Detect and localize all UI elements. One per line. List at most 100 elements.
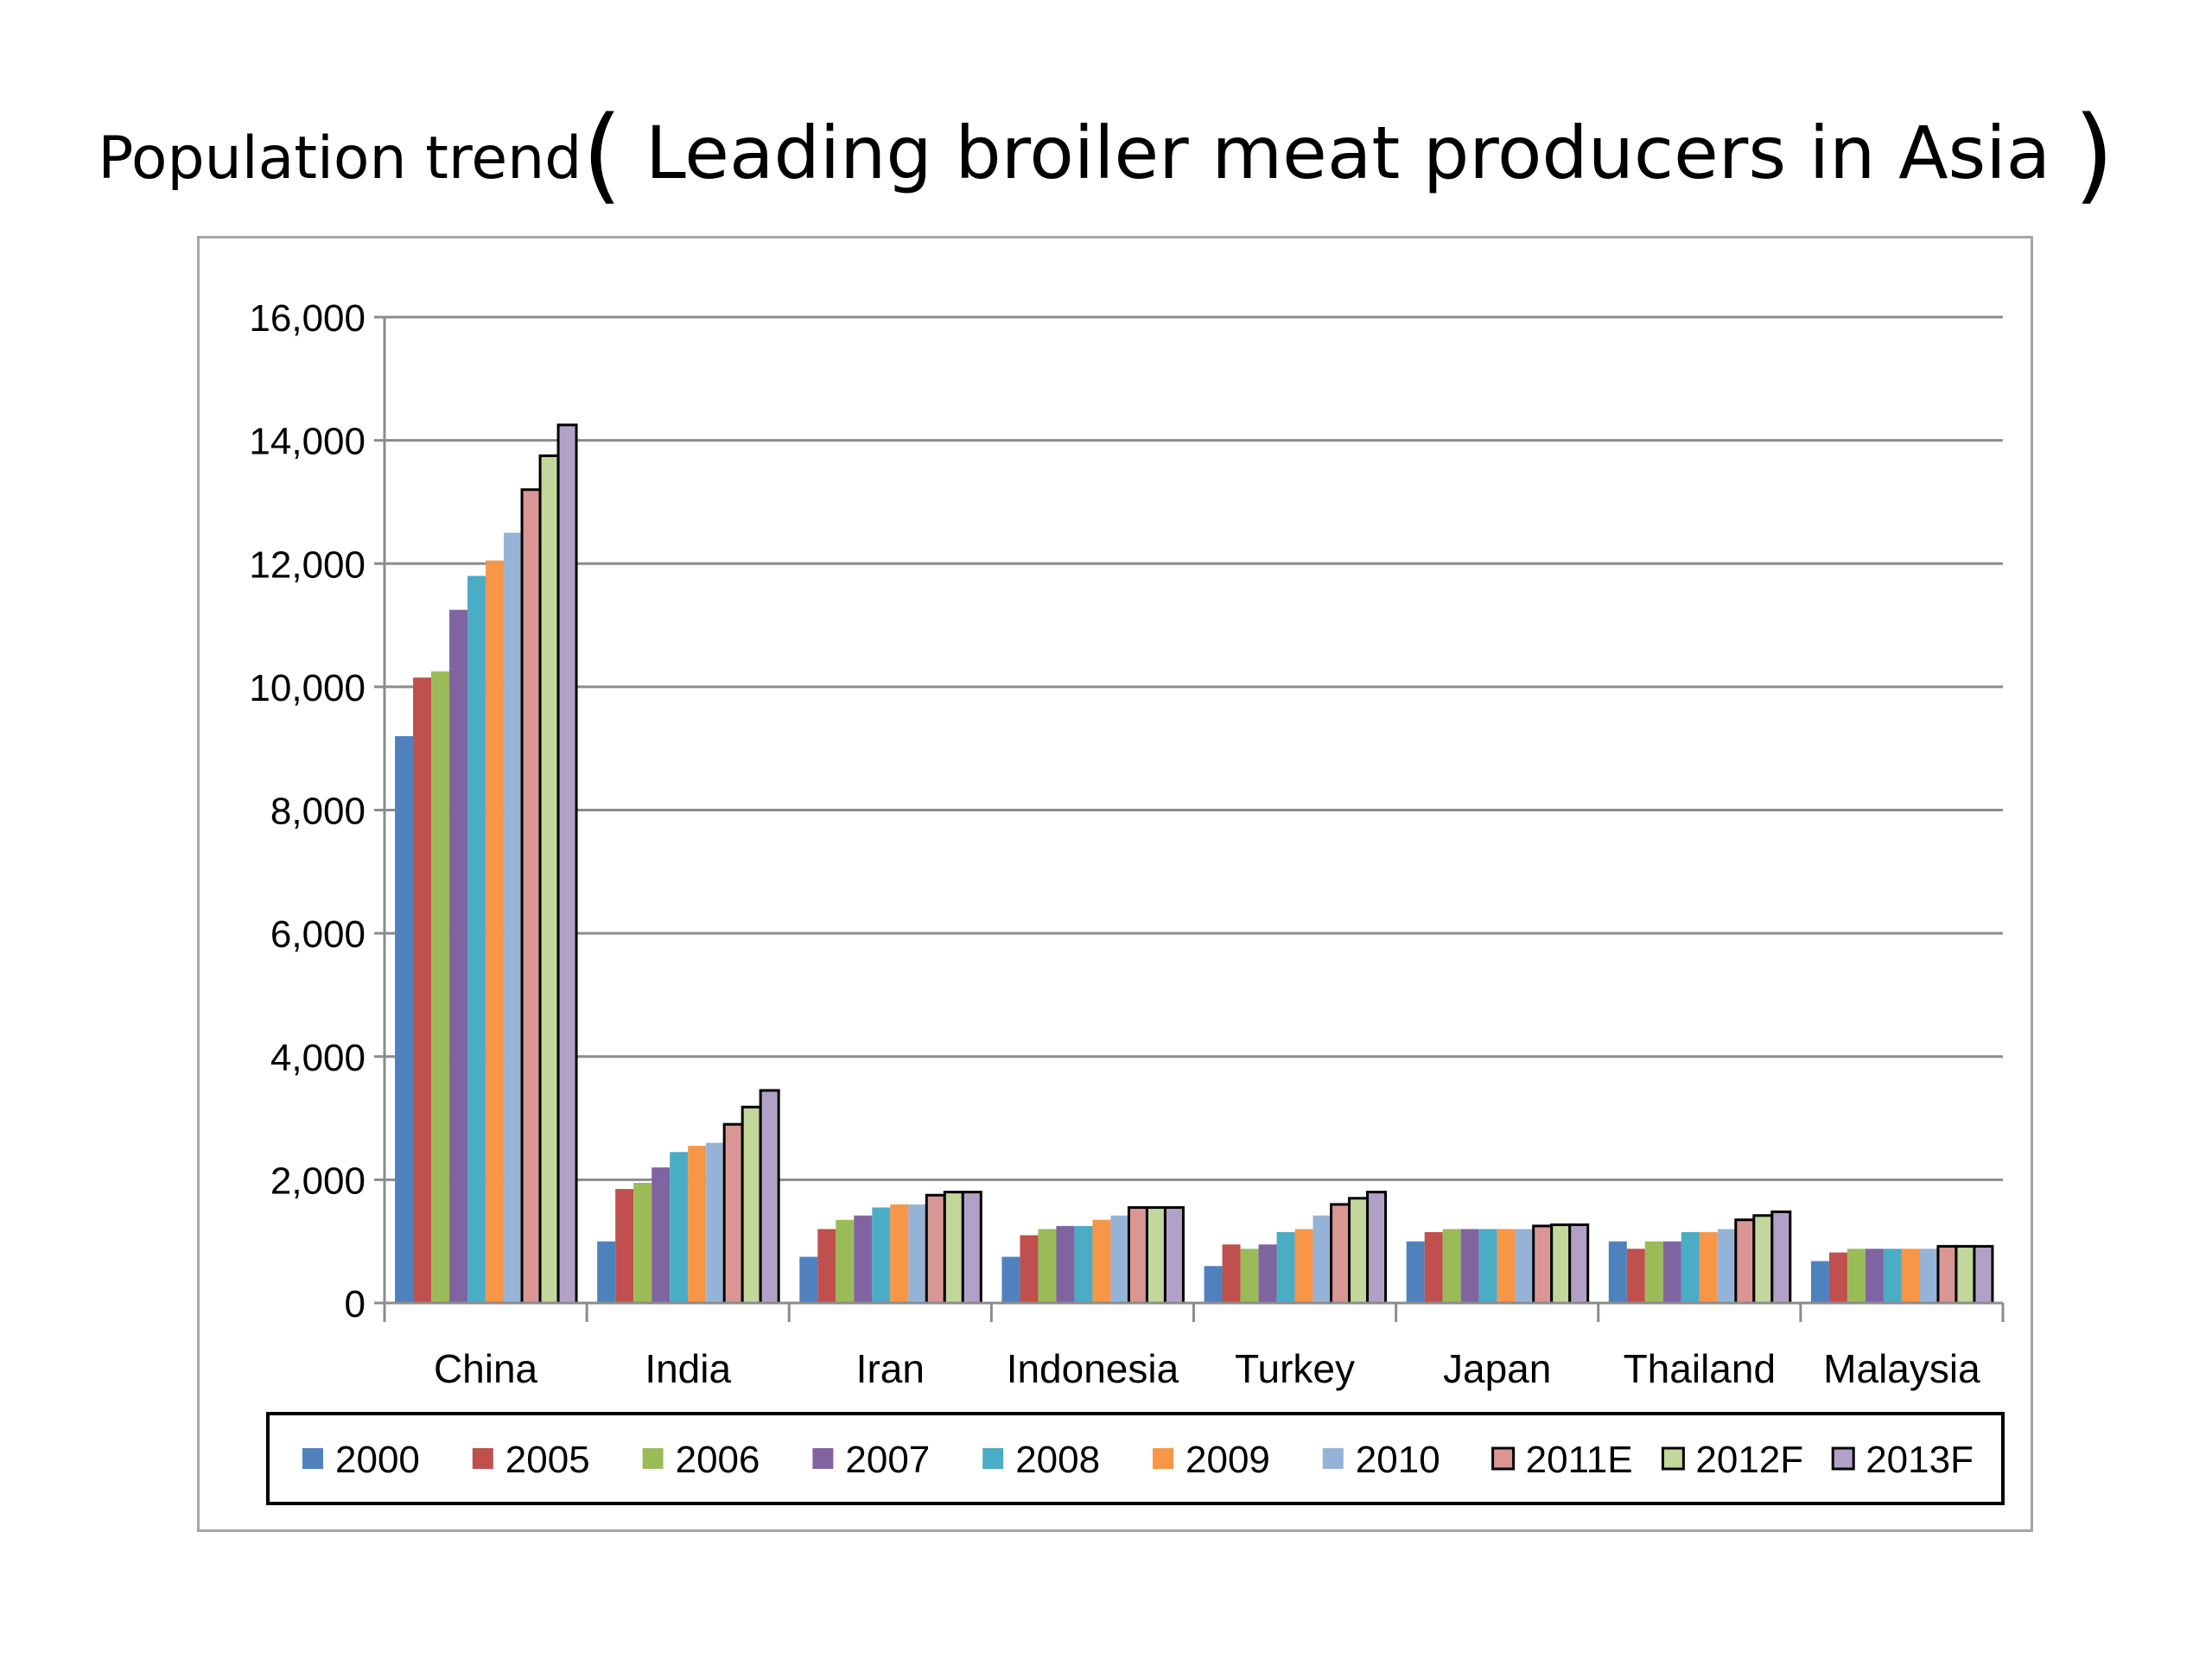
bar	[1901, 1249, 1920, 1303]
bar	[799, 1256, 818, 1303]
bar	[1919, 1249, 1938, 1303]
bar	[1865, 1249, 1884, 1303]
bar	[670, 1152, 689, 1303]
x-tick-label: China	[434, 1346, 538, 1391]
legend-swatch	[1322, 1448, 1344, 1469]
bar	[1810, 1261, 1829, 1303]
bar	[413, 677, 432, 1303]
bar	[1644, 1241, 1663, 1303]
bar	[1056, 1225, 1075, 1303]
bar	[1276, 1231, 1295, 1303]
bar	[854, 1215, 873, 1303]
y-tick-label: 0	[345, 1283, 365, 1325]
bar	[1847, 1249, 1866, 1303]
bar	[1717, 1229, 1736, 1303]
bar	[1092, 1219, 1111, 1303]
page-title: Population trend( Leading broiler meat p…	[0, 95, 2212, 216]
legend-label: 2010	[1356, 1439, 1440, 1481]
bar	[925, 1193, 946, 1305]
bar	[961, 1191, 982, 1305]
y-tick-label: 10,000	[249, 667, 365, 709]
title-prefix: Population trend	[98, 124, 582, 193]
bar	[1699, 1231, 1718, 1303]
bar	[872, 1207, 891, 1303]
legend-box	[266, 1412, 2005, 1505]
legend-label: 2011E	[1526, 1439, 1633, 1481]
bar	[1662, 1241, 1681, 1303]
bar	[1734, 1218, 1756, 1305]
bar	[449, 609, 468, 1303]
bar	[486, 560, 505, 1303]
legend-swatch	[812, 1448, 834, 1469]
title-close-paren: )	[2073, 95, 2114, 215]
bars	[395, 423, 1994, 1305]
bar	[1366, 1191, 1388, 1305]
legend-label: 2013F	[1866, 1439, 1974, 1481]
bar	[1442, 1229, 1461, 1303]
y-tick-label: 4,000	[270, 1037, 365, 1079]
bar	[1626, 1249, 1645, 1303]
bar	[652, 1167, 671, 1303]
legend-swatch	[982, 1448, 1004, 1469]
bar	[1145, 1205, 1166, 1305]
bar	[1163, 1205, 1185, 1305]
bar	[1478, 1229, 1497, 1303]
legend-swatch	[472, 1448, 493, 1469]
bar	[1038, 1229, 1057, 1303]
legend-swatch	[1491, 1446, 1516, 1471]
x-tick-label: Indonesia	[1007, 1346, 1179, 1391]
bar	[633, 1182, 652, 1303]
bar	[1406, 1241, 1425, 1303]
bar	[943, 1191, 964, 1305]
bar	[1222, 1244, 1241, 1303]
bar	[1258, 1244, 1277, 1303]
bar	[1681, 1231, 1700, 1303]
bar	[890, 1204, 909, 1303]
bar	[1348, 1197, 1370, 1305]
legend-swatch	[1831, 1446, 1855, 1471]
bar	[467, 575, 486, 1303]
bar	[1424, 1231, 1443, 1303]
bar	[431, 671, 450, 1303]
legend-label: 2012F	[1695, 1439, 1803, 1481]
bar	[1110, 1215, 1129, 1303]
bar	[706, 1142, 725, 1303]
bar	[1460, 1229, 1479, 1303]
legend-swatch	[302, 1448, 323, 1469]
bar	[688, 1146, 707, 1303]
x-tick-labels: China India Iran Indonesia Turkey Japan Thaila…	[434, 1346, 1980, 1391]
bar	[1515, 1229, 1534, 1303]
x-tick-label: Turkey	[1235, 1346, 1355, 1391]
bar	[836, 1219, 855, 1303]
axes	[374, 315, 2005, 1322]
legend-label: 2006	[676, 1439, 760, 1481]
bar	[1973, 1244, 1994, 1305]
legend-label: 2009	[1185, 1439, 1270, 1481]
bar	[1608, 1241, 1627, 1303]
bar	[722, 1122, 744, 1305]
legend-label: 2007	[845, 1439, 930, 1481]
y-tick-label: 14,000	[249, 421, 365, 463]
bar	[504, 532, 523, 1303]
bar	[817, 1229, 836, 1303]
bar	[1127, 1205, 1148, 1305]
x-tick-label: Japan	[1443, 1346, 1551, 1391]
bar	[1883, 1249, 1902, 1303]
y-tick-label: 2,000	[270, 1160, 365, 1202]
bar	[1550, 1223, 1572, 1305]
bar	[597, 1241, 616, 1303]
y-tick-label: 16,000	[249, 297, 365, 340]
x-tick-label: Thailand	[1624, 1346, 1776, 1391]
bar	[741, 1105, 762, 1305]
bar	[395, 735, 414, 1303]
y-tick-label: 6,000	[270, 913, 365, 956]
bar	[1955, 1244, 1976, 1305]
bar	[908, 1204, 927, 1303]
x-tick-label: India	[645, 1346, 731, 1391]
bar	[759, 1089, 780, 1305]
legend: 2000 2005 2006 2007 2008 2009 2010 2011E 2012F 20…	[266, 1412, 2005, 1505]
x-tick-label: Malaysia	[1823, 1346, 1980, 1391]
bar	[1752, 1214, 1774, 1305]
legend-label: 2005	[505, 1439, 590, 1481]
